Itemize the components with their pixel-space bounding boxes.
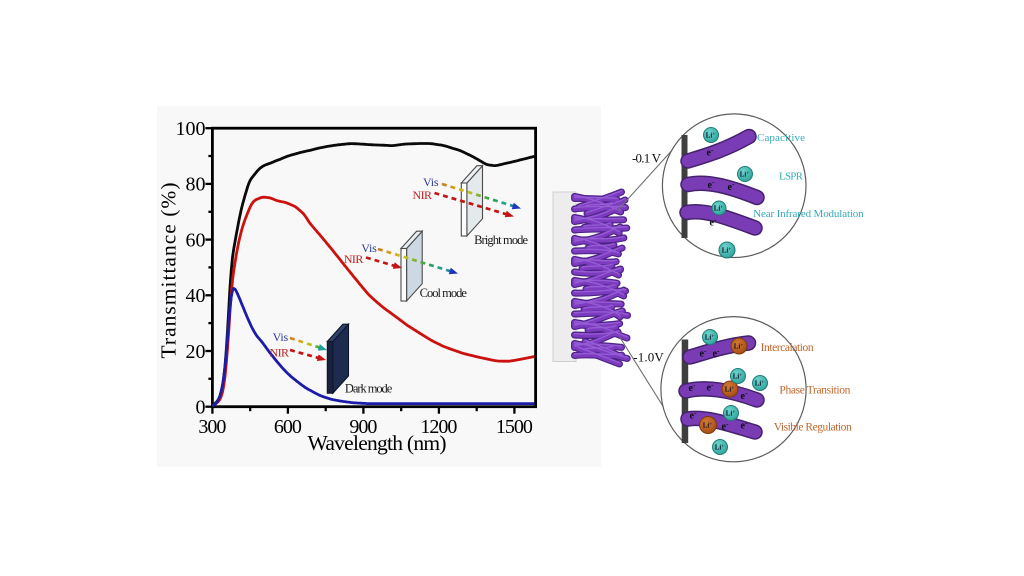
- svg-text:Li+: Li+: [722, 247, 731, 255]
- svg-text:600: 600: [274, 416, 302, 438]
- svg-text:e-: e-: [708, 178, 715, 191]
- svg-text:Phase Transition: Phase Transition: [779, 384, 850, 396]
- svg-text:Vis: Vis: [423, 175, 439, 189]
- svg-text:e-: e-: [713, 346, 720, 359]
- svg-text:e-: e-: [722, 419, 729, 432]
- svg-text:300: 300: [198, 416, 226, 438]
- svg-text:NIR: NIR: [270, 346, 290, 360]
- svg-text:NIR: NIR: [344, 252, 364, 266]
- svg-text:Li+: Li+: [715, 444, 724, 452]
- svg-text:Li+: Li+: [734, 343, 743, 351]
- svg-text:e-: e-: [741, 389, 748, 402]
- svg-text:Li+: Li+: [714, 205, 723, 213]
- svg-text:Transmittance (%): Transmittance (%): [157, 183, 181, 359]
- svg-text:Li+: Li+: [705, 334, 714, 342]
- svg-text:1500: 1500: [496, 416, 533, 438]
- svg-text:80: 80: [186, 174, 206, 196]
- svg-text:Vis: Vis: [361, 241, 377, 255]
- svg-text:-1.0V: -1.0V: [633, 349, 664, 364]
- svg-text:Intercalation: Intercalation: [761, 342, 814, 354]
- svg-text:e-: e-: [700, 346, 707, 359]
- svg-text:0: 0: [196, 397, 206, 419]
- svg-text:Visible Regulation: Visible Regulation: [774, 421, 852, 433]
- svg-text:Li+: Li+: [703, 422, 712, 430]
- svg-text:Li+: Li+: [706, 132, 715, 140]
- svg-text:e-: e-: [689, 381, 696, 394]
- svg-text:900: 900: [349, 416, 377, 438]
- svg-text:Li+: Li+: [725, 386, 734, 394]
- svg-text:60: 60: [186, 229, 206, 251]
- svg-text:Cool mode: Cool mode: [420, 286, 468, 300]
- svg-text:e-: e-: [710, 215, 717, 228]
- svg-text:e-: e-: [707, 145, 714, 158]
- svg-text:40: 40: [186, 285, 206, 307]
- svg-text:Li+: Li+: [755, 380, 764, 388]
- svg-text:Li+: Li+: [726, 410, 735, 418]
- svg-text:NIR: NIR: [413, 188, 433, 202]
- svg-text:e-: e-: [728, 180, 735, 193]
- svg-text:Near Infrared Modulation: Near Infrared Modulation: [753, 208, 864, 220]
- svg-text:LSPR: LSPR: [779, 170, 804, 182]
- svg-text:e-: e-: [707, 380, 714, 393]
- svg-text:Bright mode: Bright mode: [474, 233, 528, 247]
- svg-text:e-: e-: [741, 418, 748, 431]
- svg-text:20: 20: [186, 341, 206, 363]
- svg-text:100: 100: [176, 118, 206, 140]
- svg-text:Li+: Li+: [740, 171, 749, 179]
- svg-text:1200: 1200: [420, 416, 457, 438]
- svg-text:e-: e-: [690, 408, 697, 421]
- svg-text:Wavelength (nm): Wavelength (nm): [308, 431, 447, 455]
- svg-text:Li+: Li+: [733, 373, 742, 381]
- svg-text:Vis: Vis: [273, 330, 289, 344]
- svg-text:Dark mode: Dark mode: [345, 382, 393, 396]
- svg-text:Capacitive: Capacitive: [757, 132, 805, 144]
- svg-text:-0.1 V: -0.1 V: [632, 150, 662, 165]
